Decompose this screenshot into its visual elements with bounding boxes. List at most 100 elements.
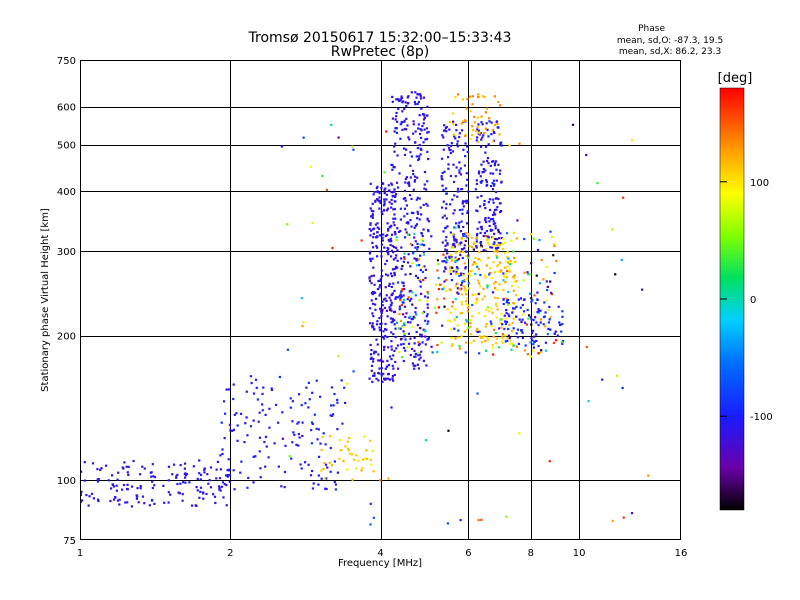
data-point — [441, 171, 444, 175]
data-point — [403, 256, 406, 259]
data-point — [491, 182, 494, 185]
data-point — [473, 260, 476, 264]
data-point — [444, 256, 447, 259]
data-point — [322, 467, 325, 471]
data-point — [409, 321, 412, 324]
data-point — [446, 252, 449, 255]
data-point — [333, 480, 336, 484]
data-point — [523, 321, 527, 324]
data-point — [498, 237, 501, 240]
data-point — [351, 478, 354, 481]
data-point — [534, 333, 538, 336]
data-point — [236, 439, 239, 442]
data-point — [221, 448, 224, 451]
data-point — [548, 318, 551, 321]
data-point — [83, 461, 86, 464]
data-point — [310, 421, 314, 424]
data-point — [446, 225, 449, 228]
data-point — [515, 345, 518, 348]
data-point — [497, 230, 500, 233]
data-point — [480, 341, 484, 344]
data-point — [424, 268, 428, 271]
data-point — [150, 475, 153, 478]
data-point — [454, 297, 457, 301]
data-point — [521, 331, 524, 334]
data-point — [469, 270, 472, 273]
data-point — [413, 367, 416, 370]
data-point — [484, 145, 488, 148]
data-point — [449, 253, 453, 257]
data-point — [396, 281, 400, 284]
data-point — [419, 327, 422, 330]
x-tick-label: 4 — [377, 548, 383, 559]
data-point — [414, 355, 417, 358]
data-point — [403, 305, 407, 308]
data-point — [411, 261, 414, 264]
data-point — [611, 228, 614, 231]
data-point — [518, 318, 521, 321]
data-point — [226, 475, 229, 478]
data-point — [420, 292, 423, 295]
data-point — [334, 483, 337, 486]
data-point — [219, 468, 222, 471]
chart-title: Tromsø 20150617 15:32:00–15:33:43 — [248, 30, 512, 46]
data-point — [540, 259, 543, 262]
data-point — [409, 265, 412, 268]
data-point — [522, 310, 526, 313]
data-point — [274, 403, 278, 407]
data-point — [474, 263, 478, 266]
data-point — [512, 327, 515, 330]
data-point — [544, 311, 547, 314]
data-point — [410, 318, 413, 321]
data-point — [353, 458, 356, 461]
data-point — [475, 139, 479, 142]
data-point — [311, 391, 314, 394]
data-point — [544, 349, 548, 352]
data-point — [458, 171, 461, 174]
data-point — [399, 207, 402, 210]
data-point — [466, 199, 469, 202]
data-point — [620, 258, 623, 262]
data-point — [440, 175, 443, 178]
data-point — [407, 296, 410, 299]
data-point — [494, 227, 497, 230]
data-point — [527, 273, 530, 276]
data-point — [499, 318, 502, 321]
data-point — [467, 272, 471, 275]
data-point — [404, 199, 407, 202]
data-point — [450, 142, 453, 145]
data-point — [489, 320, 492, 323]
data-point — [427, 220, 430, 223]
data-point — [90, 492, 94, 495]
data-point — [421, 311, 424, 315]
data-point — [493, 162, 497, 165]
data-point — [422, 253, 426, 256]
data-point — [587, 400, 590, 403]
data-point — [494, 160, 498, 163]
data-point — [252, 455, 255, 458]
data-point — [483, 315, 486, 318]
data-point — [390, 357, 393, 361]
data-point — [402, 346, 406, 350]
data-point — [418, 263, 421, 267]
data-point — [283, 470, 287, 474]
data-point — [506, 265, 509, 268]
data-point — [184, 472, 187, 475]
data-point — [507, 303, 510, 306]
data-point — [402, 197, 405, 200]
data-point — [500, 340, 503, 343]
data-point — [496, 122, 499, 125]
data-point — [493, 222, 497, 225]
data-point — [340, 449, 343, 452]
data-point — [126, 471, 129, 474]
data-point — [257, 420, 260, 423]
data-point — [150, 471, 153, 474]
data-point — [203, 471, 206, 474]
data-point — [97, 477, 100, 481]
data-point — [464, 134, 467, 138]
data-point — [474, 329, 478, 333]
data-point — [403, 207, 407, 210]
data-point — [480, 336, 483, 339]
data-point — [397, 98, 400, 101]
data-point — [411, 317, 415, 320]
